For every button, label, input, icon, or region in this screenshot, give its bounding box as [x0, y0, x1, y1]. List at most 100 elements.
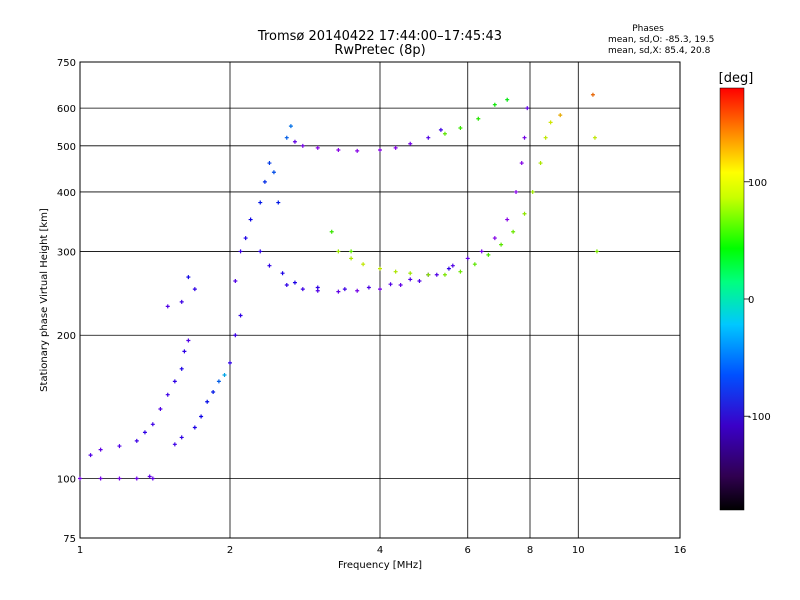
o-mode-point [465, 256, 470, 261]
x-tick-label: 10 [572, 545, 585, 556]
o-mode-point [408, 277, 413, 282]
o-mode-point [179, 435, 184, 440]
phases-o-stats: mean, sd,O: -85.3, 19.5 [608, 35, 714, 45]
o-mode-point [117, 476, 122, 481]
o-mode-point [336, 147, 341, 152]
x-mode-point [349, 256, 354, 261]
o-mode-point [315, 145, 320, 150]
o-mode-point [228, 360, 232, 365]
o-mode-point [417, 279, 422, 284]
o-mode-point [450, 263, 455, 268]
o-mode-point [186, 275, 191, 280]
o-mode-point [426, 135, 431, 140]
o-mode-point [525, 106, 530, 111]
x-mode-point [499, 242, 504, 247]
x-tick-label: 4 [377, 545, 383, 556]
o-mode-point [117, 444, 122, 449]
x-mode-point [492, 102, 497, 107]
o-mode-point [147, 474, 152, 479]
o-mode-point [355, 148, 360, 153]
o-mode-point [267, 161, 272, 166]
colorbar [719, 87, 745, 511]
x-mode-point [349, 249, 354, 254]
y-tick-label: 100 [57, 475, 76, 486]
o-mode-point [165, 392, 170, 397]
x-mode-point [393, 269, 398, 274]
x-mode-point [442, 272, 447, 277]
x-mode-point [592, 135, 597, 140]
x-tick-label: 8 [527, 545, 533, 556]
x-mode-point [558, 113, 563, 118]
o-mode-point [134, 476, 139, 481]
colorbar-ticks: 100 0 -100 [744, 178, 771, 423]
o-mode-point [519, 161, 524, 166]
o-mode-point [205, 399, 210, 404]
y-tick-label: 400 [57, 188, 76, 199]
o-mode-point [276, 200, 281, 205]
o-mode-point [258, 200, 263, 205]
o-mode-point [192, 287, 197, 292]
o-mode-point [378, 147, 382, 152]
o-mode-point [434, 272, 439, 277]
o-mode-point [186, 338, 191, 343]
x-mode-point [594, 249, 599, 254]
plot-area-frame [79, 61, 681, 539]
x-mode-point [538, 161, 543, 166]
x-mode-point [511, 229, 516, 234]
o-mode-point [292, 139, 297, 144]
o-mode-point [192, 425, 197, 430]
x-tick-label: 2 [227, 545, 233, 556]
o-mode-point [288, 124, 293, 129]
y-tick-label: 75 [63, 534, 76, 545]
o-mode-point [398, 283, 403, 288]
o-mode-point [292, 280, 297, 285]
x-mode-point [336, 249, 341, 254]
o-mode-point [172, 442, 177, 447]
x-mode-point [458, 126, 463, 131]
o-mode-point [238, 249, 243, 254]
o-mode-point [336, 289, 341, 294]
x-tick-label: 6 [465, 545, 471, 556]
o-mode-point [179, 299, 184, 304]
o-mode-point [280, 271, 285, 276]
y-tick-label: 200 [57, 331, 76, 342]
o-mode-point [271, 170, 276, 175]
phases-heading: Phases [632, 24, 664, 34]
x-mode-point [548, 120, 553, 125]
y-tick-label: 500 [57, 142, 76, 153]
x-mode-point [458, 269, 463, 274]
o-mode-point [165, 304, 170, 309]
o-mode-point [438, 127, 443, 132]
o-mode-point [98, 447, 103, 452]
o-mode-point [300, 143, 305, 148]
x-mode-point [543, 135, 548, 140]
o-mode-point [315, 285, 320, 290]
o-mode-point [479, 249, 484, 254]
x-mode-point [472, 262, 477, 267]
o-mode-point [78, 476, 82, 481]
colorbar-tick-label: 0 [748, 295, 754, 306]
x-mode-point [329, 229, 334, 234]
colorbar-tick-label: 100 [748, 178, 767, 189]
o-mode-point [179, 366, 184, 371]
o-mode-point [199, 414, 204, 419]
x-mode-point [522, 211, 527, 216]
o-mode-point [267, 263, 272, 268]
y-tick-labels: 75 100 200 300 400 500 600 750 [57, 58, 76, 545]
o-mode-point [150, 422, 155, 427]
o-mode-point [248, 217, 253, 222]
x-mode-point [530, 189, 535, 194]
o-mode-point [233, 279, 238, 284]
o-mode-point [172, 379, 177, 384]
grid-lines [80, 62, 680, 538]
o-mode-point [366, 285, 371, 290]
x-mode-point [426, 272, 431, 277]
o-mode-point [150, 476, 155, 481]
o-mode-point [158, 406, 163, 411]
x-mode-point [476, 116, 481, 121]
y-tick-label: 750 [57, 58, 76, 69]
y-tick-label: 600 [57, 104, 76, 115]
o-mode-point [262, 179, 267, 184]
o-mode-point [88, 453, 93, 458]
